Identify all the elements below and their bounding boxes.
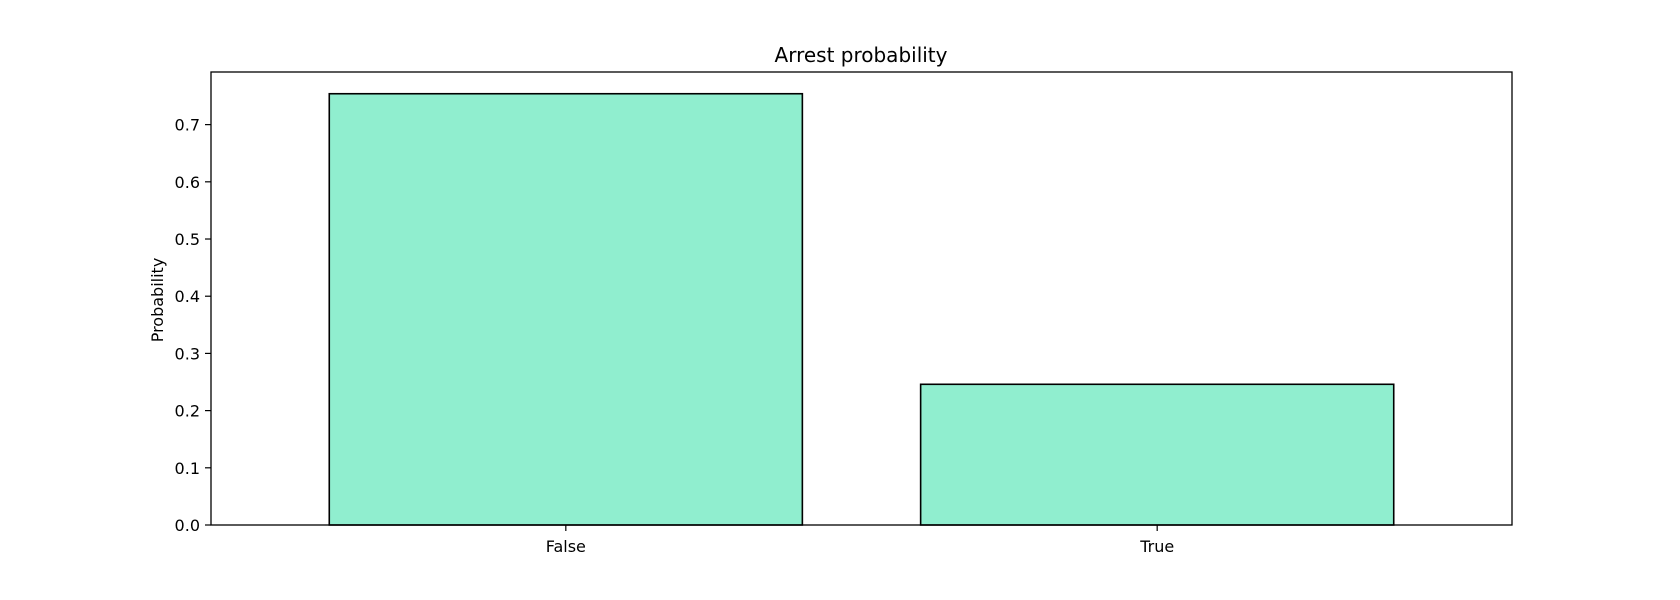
y-axis: 0.0 0.1 0.2 0.3 0.4 0.5 0.6 0.7	[175, 116, 211, 535]
y-tick-label: 0.0	[175, 516, 200, 535]
bar-true	[919, 383, 1395, 526]
x-tick-label: True	[1139, 537, 1174, 556]
y-tick-label: 0.5	[175, 230, 200, 249]
bars-group	[328, 92, 1395, 526]
y-axis-label: Probability	[148, 258, 167, 343]
y-tick-label: 0.7	[175, 116, 200, 135]
y-tick-label: 0.6	[175, 173, 200, 192]
x-tick-label: False	[546, 537, 586, 556]
y-tick-label: 0.4	[175, 287, 200, 306]
chart-title: Arrest probability	[775, 43, 948, 67]
y-tick-label: 0.3	[175, 344, 200, 363]
y-tick-label: 0.1	[175, 459, 200, 478]
bar-false	[328, 92, 804, 526]
y-tick-label: 0.2	[175, 402, 200, 421]
x-axis: False True	[546, 525, 1174, 556]
plot-frame	[210, 71, 1513, 526]
